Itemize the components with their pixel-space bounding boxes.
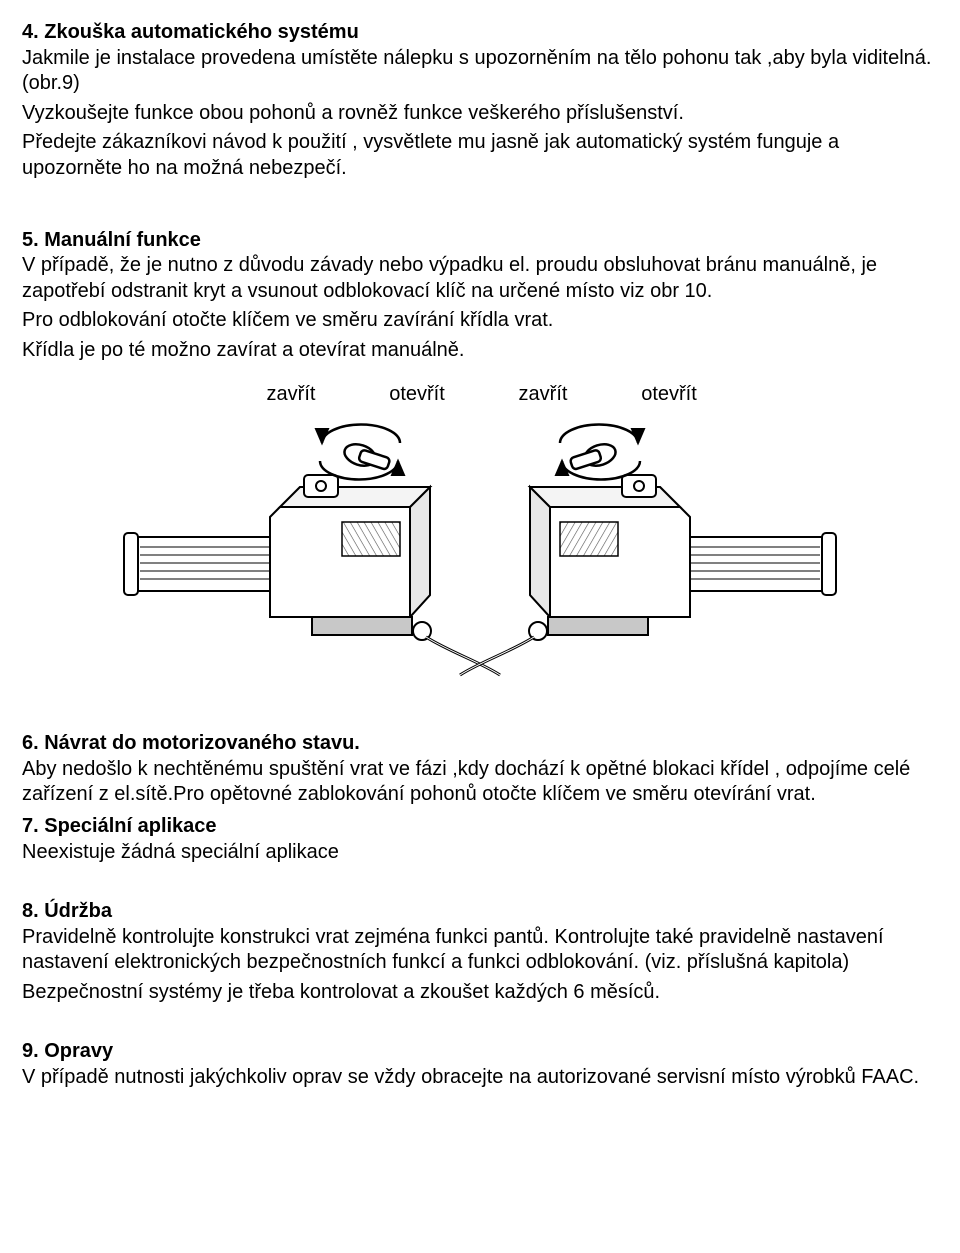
- figure-label-1: zavřít: [256, 382, 326, 408]
- figure-label-2: otevřít: [382, 382, 452, 408]
- figure-manual-release: zavřít otevřít zavřít otevřít: [22, 382, 938, 678]
- section-4-p3: Předejte zákazníkovi návod k použití , v…: [22, 130, 938, 181]
- motor-diagram: [120, 417, 840, 677]
- section-8: 8. Údržba Pravidelně kontrolujte konstru…: [22, 899, 938, 1005]
- section-8-p2: Bezpečnostní systémy je třeba kontrolova…: [22, 980, 938, 1006]
- section-5-p3: Křídla je po té možno zavírat a otevírat…: [22, 338, 938, 364]
- section-5-heading: 5. Manuální funkce: [22, 229, 201, 251]
- section-5-p1: V případě, že je nutno z důvodu závady n…: [22, 253, 938, 304]
- section-4: 4. Zkouška automatického systému Jakmile…: [22, 20, 938, 182]
- section-6-p1: Aby nedošlo k nechtěnému spuštění vrat v…: [22, 757, 938, 808]
- section-9-heading: 9. Opravy: [22, 1039, 938, 1065]
- section-7-p1: Neexistuje žádná speciální aplikace: [22, 840, 938, 866]
- section-4-p2: Vyzkoušejte funkce obou pohonů a rovněž …: [22, 101, 938, 127]
- section-4-p1: Jakmile je instalace provedena umístěte …: [22, 46, 938, 97]
- section-7-heading: 7. Speciální aplikace: [22, 814, 938, 840]
- section-7: 7. Speciální aplikace Neexistuje žádná s…: [22, 814, 938, 865]
- figure-label-3: zavřít: [508, 382, 578, 408]
- section-6: 6. Návrat do motorizovaného stavu. Aby n…: [22, 731, 938, 808]
- section-6-heading: 6. Návrat do motorizovaného stavu.: [22, 731, 938, 757]
- section-8-heading: 8. Údržba: [22, 899, 938, 925]
- figure-labels: zavřít otevřít zavřít otevřít: [22, 382, 938, 408]
- section-8-p1: Pravidelně kontrolujte konstrukci vrat z…: [22, 925, 938, 976]
- section-4-heading: 4. Zkouška automatického systému: [22, 20, 938, 46]
- section-9-p1: V případě nutnosti jakýchkoliv oprav se …: [22, 1065, 938, 1091]
- section-9: 9. Opravy V případě nutnosti jakýchkoliv…: [22, 1039, 938, 1090]
- section-5-p2: Pro odblokování otočte klíčem ve směru z…: [22, 308, 938, 334]
- figure-label-4: otevřít: [634, 382, 704, 408]
- section-5: 5. Manuální funkce V případě, že je nutn…: [22, 228, 938, 364]
